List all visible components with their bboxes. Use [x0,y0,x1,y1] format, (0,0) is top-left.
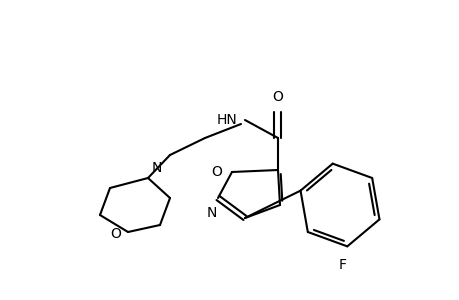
Text: N: N [207,206,217,220]
Text: F: F [337,258,346,272]
Text: O: O [110,227,121,241]
Text: HN: HN [216,113,236,127]
Text: O: O [211,165,222,179]
Text: N: N [151,161,162,175]
Text: O: O [272,90,283,104]
